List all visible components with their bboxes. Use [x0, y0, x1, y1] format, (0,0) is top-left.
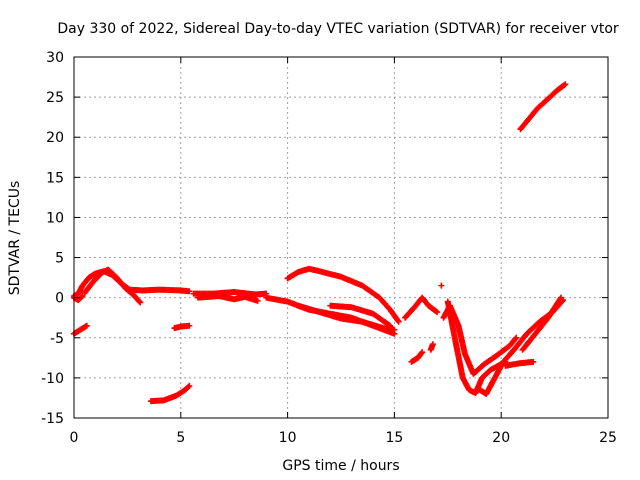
data-point — [395, 318, 402, 325]
data-point — [186, 382, 193, 389]
y-axis-label: SDTVAR / TECUs — [7, 181, 23, 296]
series-arc-14 — [408, 349, 426, 365]
data-point — [562, 81, 569, 88]
y-tick-label: 15 — [46, 170, 64, 186]
y-tick-label: 20 — [46, 130, 64, 146]
x-tick-label: 15 — [385, 430, 403, 446]
data-point — [185, 383, 192, 390]
data-point — [438, 282, 445, 289]
data-point — [429, 341, 436, 348]
data-point — [513, 334, 520, 341]
y-tick-label: -15 — [41, 411, 64, 427]
x-tick-label: 20 — [492, 430, 510, 446]
data-point — [530, 358, 537, 365]
x-tick-label: 10 — [279, 430, 297, 446]
series-arc-20 — [502, 358, 537, 369]
x-tick-label: 5 — [176, 430, 185, 446]
series-arc-15 — [427, 341, 436, 353]
series-arc-3 — [71, 322, 90, 337]
series-arc-6 — [171, 322, 193, 332]
y-tick-label: 5 — [55, 251, 64, 267]
series-arc-12 — [327, 302, 394, 329]
tick-labels: 0 5 10 15 20 25 -15 -10 -5 0 5 10 15 20 25 30 — [41, 50, 617, 446]
series-arc-18 — [444, 298, 509, 397]
series-arc-10 — [284, 265, 402, 325]
series-arc-22 — [517, 81, 569, 133]
data-points — [71, 81, 569, 405]
axis-ticks — [73, 56, 609, 419]
data-point — [186, 322, 193, 329]
y-tick-label: -5 — [50, 331, 64, 347]
data-point — [433, 308, 440, 315]
y-tick-label: 30 — [46, 50, 64, 66]
series-arc-21 — [519, 294, 565, 353]
y-tick-label: -10 — [41, 371, 64, 387]
data-point — [391, 326, 398, 333]
data-point — [434, 309, 441, 316]
chart-title: Day 330 of 2022, Sidereal Day-to-day VTE… — [57, 21, 619, 37]
data-point — [387, 322, 394, 329]
data-point — [137, 299, 144, 306]
x-axis-label: GPS time / hours — [282, 458, 399, 474]
x-tick-label: 25 — [599, 430, 617, 446]
data-point — [419, 349, 426, 356]
y-tick-label: 0 — [55, 291, 64, 307]
data-point — [418, 350, 425, 357]
plot-frame — [73, 56, 609, 419]
y-tick-label: 25 — [46, 90, 64, 106]
series-arc-8 — [194, 293, 261, 304]
data-point — [186, 288, 193, 295]
data-point — [558, 294, 565, 301]
data-point — [512, 335, 519, 342]
series-arc-16 — [438, 282, 445, 289]
data-point — [79, 293, 86, 300]
data-point — [83, 322, 90, 329]
series-arc-2 — [81, 266, 144, 306]
data-point — [561, 82, 568, 89]
y-tick-label: 10 — [46, 210, 64, 226]
series-arc-11 — [295, 302, 398, 333]
data-point — [136, 298, 143, 305]
data-point — [78, 294, 85, 301]
series-arc-19 — [476, 297, 567, 397]
series-arc-5 — [147, 382, 193, 405]
data-point — [254, 297, 261, 304]
x-tick-label: 0 — [70, 430, 79, 446]
series-arc-13 — [402, 294, 441, 321]
